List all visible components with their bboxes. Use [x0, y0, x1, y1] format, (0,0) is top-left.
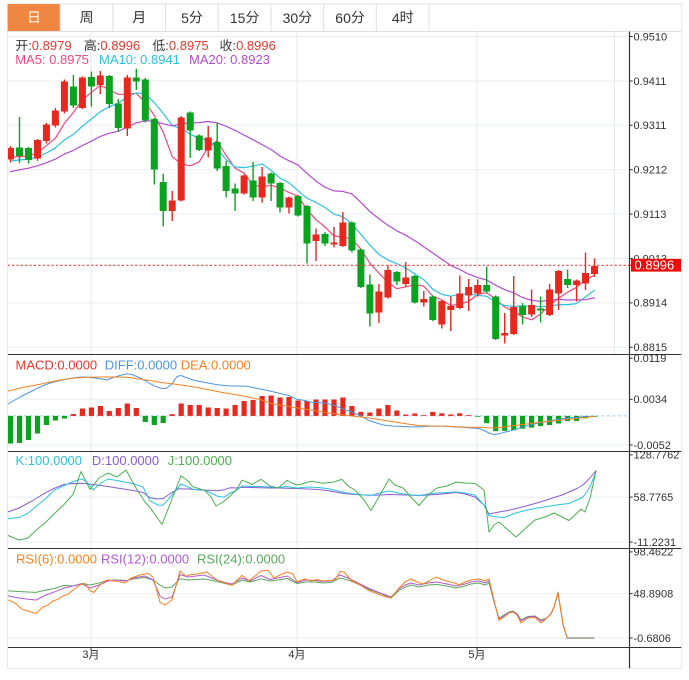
svg-text:RSI(12):0.0000: RSI(12):0.0000 — [101, 552, 189, 567]
svg-text:DIFF:0.0000: DIFF:0.0000 — [105, 358, 177, 373]
svg-text:MACD:0.0000: MACD:0.0000 — [16, 358, 98, 373]
svg-text:0.8996: 0.8996 — [100, 38, 140, 53]
svg-text:128.7762: 128.7762 — [634, 450, 680, 462]
svg-text:RSI(6):0.0000: RSI(6):0.0000 — [16, 552, 97, 567]
svg-text:48.8908: 48.8908 — [634, 588, 674, 600]
svg-text:-11.2231: -11.2231 — [634, 537, 677, 549]
svg-text:0.0034: 0.0034 — [634, 394, 668, 406]
svg-text::: : — [97, 38, 101, 53]
svg-text:60: 60 — [335, 10, 351, 26]
svg-text:DEA:0.0000: DEA:0.0000 — [181, 358, 251, 373]
svg-text:0.9311: 0.9311 — [634, 120, 667, 132]
svg-text:MA5: 0.8975: MA5: 0.8975 — [15, 52, 89, 67]
svg-text:15: 15 — [230, 10, 246, 26]
svg-text:-0.0052: -0.0052 — [634, 440, 671, 452]
svg-text:5: 5 — [468, 649, 474, 661]
svg-text:4: 4 — [392, 10, 400, 26]
svg-text:-0.6806: -0.6806 — [634, 633, 671, 645]
svg-text:MA20: 0.8923: MA20: 0.8923 — [189, 52, 270, 67]
svg-text:58.7765: 58.7765 — [634, 492, 674, 504]
svg-text:0.8815: 0.8815 — [634, 342, 668, 354]
svg-text:J:100.0000: J:100.0000 — [168, 453, 232, 468]
svg-text:0.8914: 0.8914 — [634, 298, 668, 310]
svg-text:5: 5 — [181, 10, 189, 26]
svg-text:3: 3 — [82, 649, 88, 661]
svg-text::: : — [165, 38, 169, 53]
svg-text:0.9411: 0.9411 — [634, 76, 667, 88]
svg-text:0.9510: 0.9510 — [634, 31, 668, 43]
svg-text:D:100.0000: D:100.0000 — [92, 453, 159, 468]
svg-text:4: 4 — [288, 649, 294, 661]
svg-text:0.9113: 0.9113 — [634, 209, 667, 221]
svg-text::: : — [28, 38, 32, 53]
svg-text:RSI(24):0.0000: RSI(24):0.0000 — [197, 552, 285, 567]
svg-text:MA10: 0.8941: MA10: 0.8941 — [99, 52, 180, 67]
svg-text:0.9212: 0.9212 — [634, 165, 668, 177]
svg-text:K:100.0000: K:100.0000 — [16, 453, 83, 468]
svg-text:0.8996: 0.8996 — [635, 258, 675, 273]
svg-text:0.8996: 0.8996 — [236, 38, 276, 53]
svg-text:0.0119: 0.0119 — [634, 353, 667, 365]
svg-text:0.8979: 0.8979 — [32, 38, 72, 53]
svg-text::: : — [233, 38, 237, 53]
svg-text:30: 30 — [283, 10, 299, 26]
svg-text:98.4622: 98.4622 — [634, 547, 674, 559]
svg-text:0.8975: 0.8975 — [169, 38, 209, 53]
